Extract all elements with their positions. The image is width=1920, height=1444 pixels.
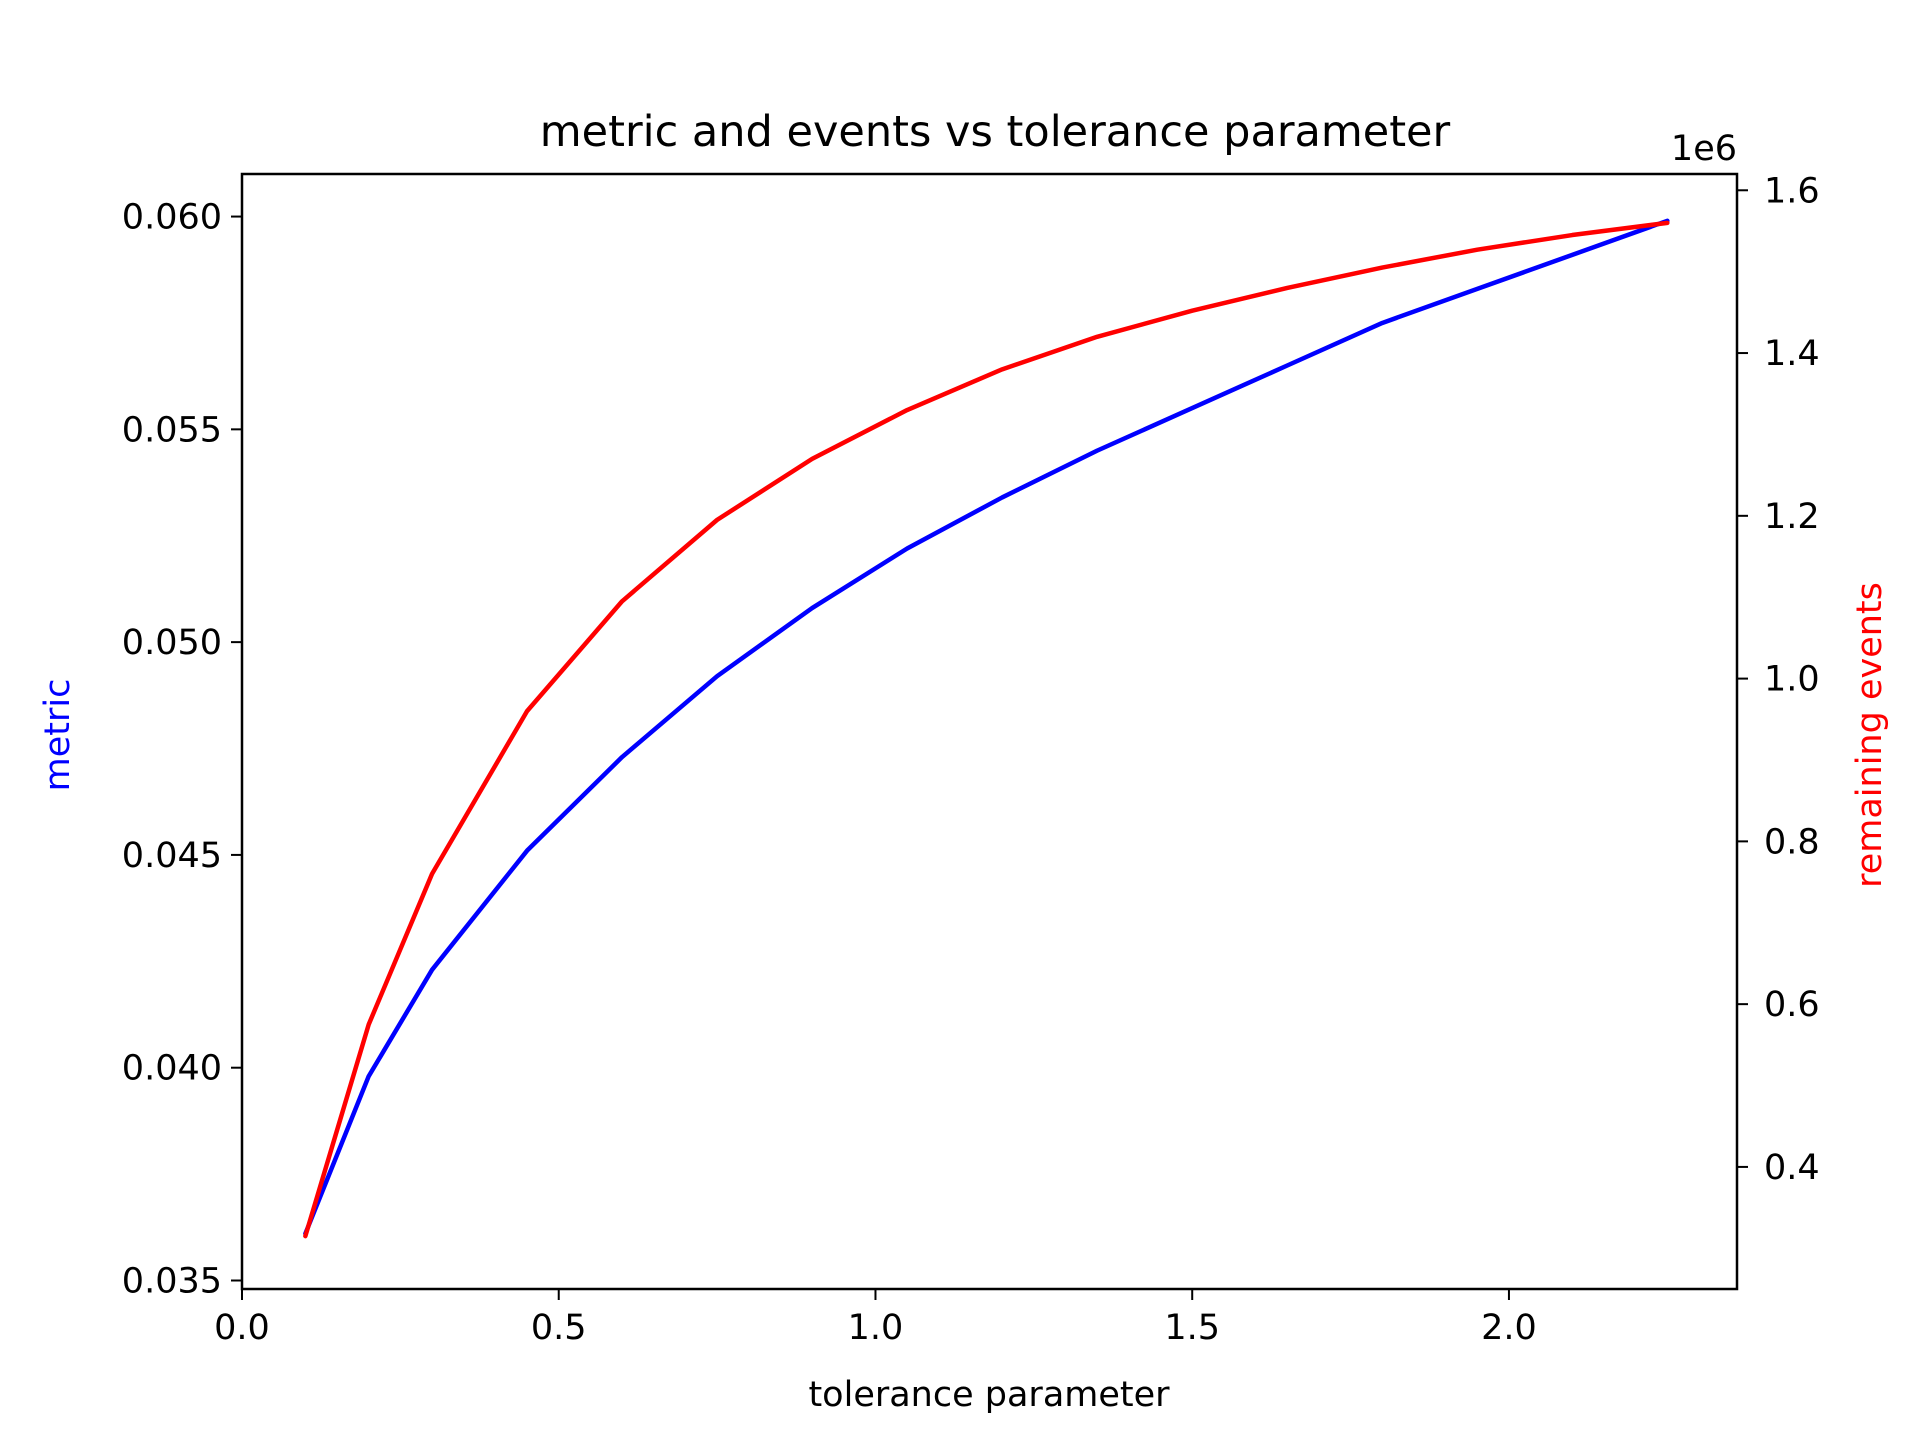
- remaining-events-series-line: [303, 220, 1670, 1239]
- left-axis-tick-label: 0.060: [122, 198, 222, 238]
- x-axis-tick-label: 0.5: [531, 1308, 587, 1348]
- left-axis-tick-label: 0.050: [122, 623, 222, 663]
- right-axis-tick-label: 1.2: [1764, 497, 1820, 537]
- metric-series-line: [303, 218, 1670, 1236]
- left-axis-tick-label: 0.035: [122, 1261, 222, 1301]
- x-axis-tick-label: 1.0: [848, 1308, 904, 1348]
- series-layer: [303, 218, 1670, 1239]
- tick-layer: 0.0 0.5 1.0 1.5 2.0 0.035 0.040 0.045 0.050 0.055…: [122, 171, 1820, 1348]
- x-axis-tick-label: 0.0: [214, 1308, 270, 1348]
- left-axis-tick-label: 0.055: [122, 410, 222, 450]
- x-axis-tick-label: 2.0: [1481, 1308, 1537, 1348]
- x-axis-label: tolerance parameter: [808, 1375, 1170, 1415]
- left-axis-tick-label: 0.045: [122, 836, 222, 876]
- right-axis-offset-label: 1e6: [1671, 129, 1737, 169]
- plot-frame: [240, 172, 1739, 1291]
- left-axis-tick-label: 0.040: [122, 1049, 222, 1089]
- right-axis-tick-label: 0.6: [1764, 985, 1820, 1025]
- right-axis-tick-label: 1.0: [1764, 660, 1820, 700]
- right-axis-label: remaining events: [1850, 582, 1890, 888]
- chart-title: metric and events vs tolerance parameter: [540, 107, 1451, 157]
- left-axis-label: metric: [38, 679, 78, 792]
- right-axis-tick-label: 0.8: [1764, 822, 1820, 862]
- right-axis-tick-label: 1.4: [1764, 334, 1820, 374]
- right-axis-tick-label: 1.6: [1764, 171, 1820, 211]
- x-axis-tick-label: 1.5: [1164, 1308, 1220, 1348]
- right-axis-tick-label: 0.4: [1764, 1148, 1820, 1188]
